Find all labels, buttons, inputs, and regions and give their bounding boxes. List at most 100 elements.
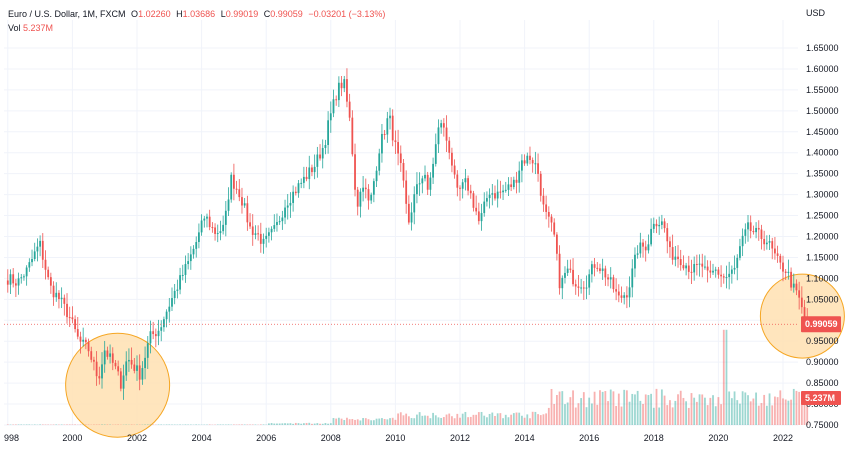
candle-body: [44, 259, 47, 270]
volume-bar: [337, 417, 340, 425]
volume-bar: [297, 423, 300, 425]
candle-body: [582, 287, 585, 289]
candle-body: [730, 269, 733, 274]
candle-body: [106, 350, 109, 357]
candle-body: [383, 133, 386, 135]
candle-body: [394, 140, 397, 143]
candle-body: [284, 207, 286, 218]
candle-body: [154, 334, 157, 337]
candle-body: [192, 248, 195, 255]
volume-bar: [416, 414, 418, 425]
candle-body: [714, 269, 717, 271]
candle-body: [577, 286, 580, 288]
candle-body: [765, 242, 768, 245]
volume-bar: [407, 416, 410, 425]
volume-bar: [499, 413, 502, 425]
candle-body: [566, 268, 569, 273]
candle-body: [483, 201, 486, 214]
candle-body: [222, 224, 225, 232]
candle-body: [294, 191, 297, 194]
volume-bar: [593, 391, 596, 425]
volume-bar: [362, 418, 364, 425]
candle-body: [599, 268, 601, 271]
price-axis[interactable]: USD 1.65000 1.60000 1.55000 1.50000 1.45000 1.…: [806, 8, 839, 430]
volume-bar: [757, 405, 760, 425]
volume-bar: [714, 406, 717, 425]
candle-body: [171, 298, 173, 307]
candle-body: [448, 140, 451, 153]
y-tick-label: 1.05000: [806, 294, 839, 304]
time-axis[interactable]: 998 2000 2002 2004 2006 2008 2010 2012 2014 2016 2…: [4, 433, 793, 443]
candle-body: [432, 163, 434, 178]
volume-bar: [779, 390, 782, 425]
volume-bar: [566, 402, 569, 425]
candle-body: [607, 277, 609, 280]
volume-tag: [801, 391, 841, 405]
candle-body: [109, 353, 111, 357]
candle-body: [547, 211, 550, 217]
volume-bar: [294, 422, 297, 425]
candle-body: [709, 270, 712, 273]
candle-body: [736, 257, 739, 268]
candle-body: [685, 265, 687, 269]
legend-low: 0.99019: [225, 9, 259, 19]
candle-body: [784, 271, 787, 273]
y-tick-label: 1.25000: [806, 211, 839, 221]
y-tick-label: 1.15000: [806, 252, 839, 262]
candle-body: [660, 221, 663, 225]
volume-bar: [273, 423, 276, 425]
candle-body: [531, 160, 534, 164]
volume-bar: [679, 390, 682, 425]
volume-bar: [631, 393, 634, 425]
candle-body: [558, 253, 561, 289]
volume-bar: [521, 415, 523, 425]
candle-body: [364, 187, 367, 190]
candle-body: [292, 191, 295, 203]
candle-body: [437, 127, 440, 145]
volume-bar: [149, 424, 152, 425]
candle-body: [405, 180, 408, 204]
volume-bar: [800, 403, 803, 425]
currency-label: USD: [806, 8, 826, 18]
y-tick-label: 1.50000: [806, 106, 839, 116]
candle-body: [189, 254, 192, 262]
candle-body: [674, 256, 677, 260]
candle-body: [480, 213, 483, 222]
candle-body: [636, 253, 639, 255]
volume-bar: [79, 424, 82, 425]
candle-body: [615, 289, 618, 292]
volume-bar: [103, 424, 106, 425]
candle-body: [367, 189, 370, 201]
volume-bar: [782, 398, 784, 425]
candle-body: [795, 283, 798, 291]
candle-body: [625, 295, 628, 298]
volume-bar: [25, 424, 28, 425]
candle-body: [200, 220, 203, 233]
candle-body: [440, 123, 443, 128]
candle-body: [402, 163, 405, 181]
candle-body: [787, 271, 790, 273]
candle-body: [744, 229, 747, 236]
candle-body: [14, 283, 17, 286]
volume-bar: [20, 424, 23, 425]
volume-bar: [695, 401, 698, 425]
candle-body: [354, 154, 356, 190]
volume-bar: [655, 388, 658, 425]
candle-body: [152, 331, 155, 335]
volume-bar: [504, 414, 507, 425]
candle-body: [329, 113, 332, 121]
candle-body: [720, 274, 722, 277]
y-tick-label: 1.40000: [806, 148, 839, 158]
candle-body: [321, 147, 324, 159]
volume-bar: [351, 419, 354, 425]
candle-body: [572, 269, 574, 285]
volume-bar: [652, 407, 655, 425]
candle-body: [803, 307, 806, 317]
volume-bar: [329, 423, 332, 425]
candle-body: [203, 218, 206, 221]
candle-body: [445, 127, 448, 141]
volume-bar: [701, 394, 704, 425]
candle-body: [270, 228, 273, 233]
candle-body: [58, 292, 60, 300]
